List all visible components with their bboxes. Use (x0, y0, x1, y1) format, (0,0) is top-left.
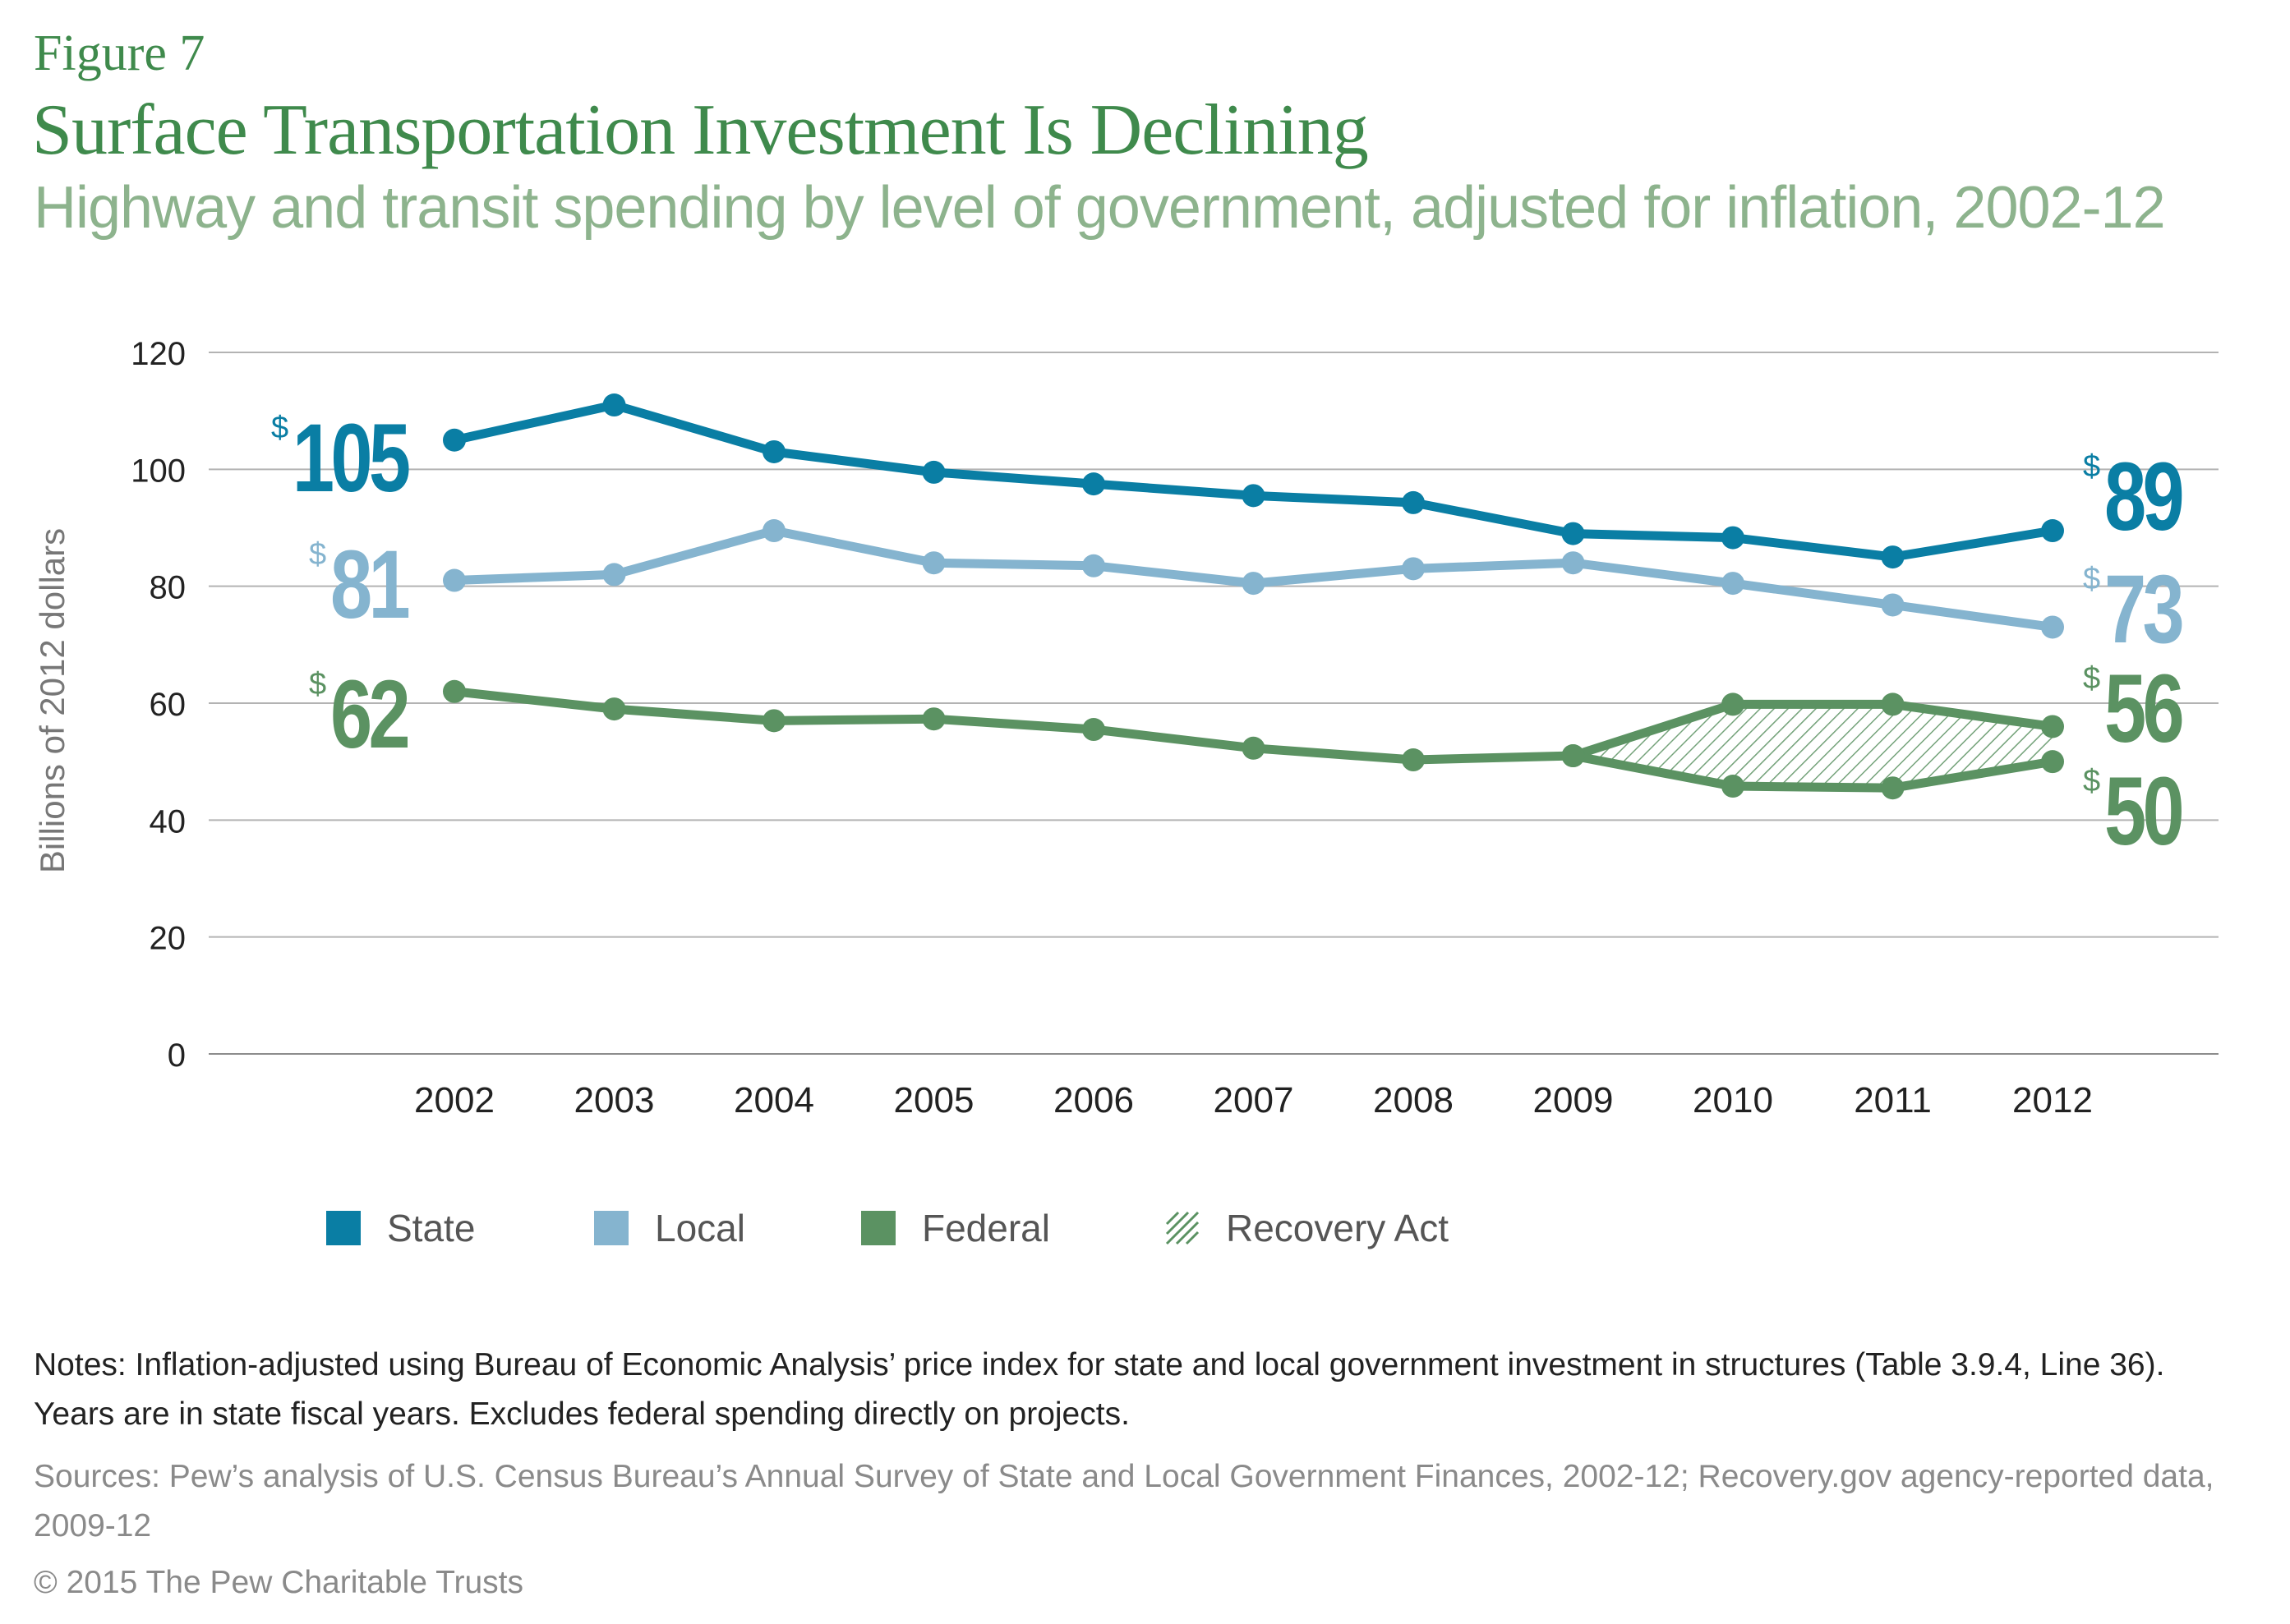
x-tick-label: 2010 (1693, 1080, 1773, 1120)
start-label-local-value: 81 (330, 531, 408, 639)
end-label-federal_total-currency: $ (2083, 661, 2100, 696)
y-tick-label: 120 (131, 336, 186, 372)
data-point-federal_total (1082, 718, 1105, 742)
start-label-federal_total-currency: $ (309, 667, 326, 702)
data-point-state (763, 439, 786, 463)
start-label-state-value: 105 (293, 404, 409, 513)
data-point-local (443, 568, 466, 592)
start-label-state-currency: $ (271, 411, 288, 445)
series-line-federal_excl (1569, 751, 2057, 793)
legend-label-local: Local (655, 1207, 745, 1249)
data-point-state (1082, 472, 1105, 496)
chart-subtitle: Highway and transit spending by level of… (34, 175, 2166, 241)
data-point-state (1881, 545, 1905, 569)
legend-swatch-recovery-act (1165, 1211, 1200, 1245)
y-tick-label: 0 (168, 1037, 186, 1074)
data-point-state (443, 428, 466, 452)
data-point-local (1082, 554, 1105, 577)
data-point-federal_excl (2041, 750, 2064, 774)
legend-swatch-local (594, 1211, 629, 1245)
x-tick-label: 2008 (1373, 1080, 1454, 1120)
legend-label-recovery-act: Recovery Act (1226, 1207, 1449, 1249)
data-point-state (2041, 519, 2064, 543)
chart-notes: Notes: Inflation-adjusted using Bureau o… (34, 1347, 2165, 1432)
data-point-local (1561, 551, 1585, 575)
data-point-local (1242, 572, 1265, 596)
end-label-local-currency: $ (2083, 562, 2100, 596)
data-point-local (1881, 593, 1905, 617)
data-point-state (1242, 484, 1265, 508)
data-point-state (1721, 526, 1744, 550)
data-point-federal_total (443, 679, 466, 703)
y-tick-label: 40 (150, 803, 187, 840)
end-label-federal_excl-currency: $ (2083, 764, 2100, 798)
x-tick-label: 2012 (2012, 1080, 2093, 1120)
data-point-state (922, 460, 946, 484)
data-point-local (1402, 557, 1425, 581)
legend-item-federal: Federal (861, 1206, 1050, 1250)
end-label-state-currency: $ (2083, 449, 2100, 484)
end-label-federal_excl: 50$ (2083, 757, 2186, 866)
end-label-federal_total: 56$ (2083, 655, 2186, 763)
figure-label: Figure 7 (34, 25, 205, 81)
chart-title: Surface Transportation Investment Is Dec… (32, 90, 1369, 170)
data-point-local (2041, 615, 2064, 639)
data-point-local (763, 519, 786, 543)
data-point-federal_total (1402, 748, 1425, 772)
y-tick-label: 60 (150, 687, 187, 723)
end-label-federal_total-value: 56 (2104, 655, 2182, 763)
data-point-federal_total (763, 709, 786, 733)
y-tick-label: 100 (131, 453, 186, 489)
start-label-federal_total-value: 62 (330, 660, 408, 769)
data-point-federal_total (1721, 692, 1744, 716)
data-point-federal_excl (1561, 744, 1585, 768)
data-point-local (922, 551, 946, 575)
legend-swatch-state (326, 1211, 361, 1245)
end-label-state-value: 89 (2104, 443, 2182, 551)
end-label-local: 73$ (2083, 555, 2186, 664)
end-label-federal_excl-value: 50 (2104, 757, 2182, 866)
x-tick-label: 2004 (734, 1080, 814, 1120)
data-point-federal_excl (1881, 776, 1905, 800)
x-tick-label: 2007 (1214, 1080, 1294, 1120)
recovery-act-area (1573, 704, 2053, 789)
data-point-state (1561, 522, 1585, 545)
y-axis-label: Billions of 2012 dollars (33, 528, 71, 873)
legend-item-local: Local (594, 1206, 745, 1250)
data-point-federal_total (602, 697, 626, 721)
end-label-local-value: 73 (2104, 555, 2182, 664)
data-point-state (1402, 490, 1425, 514)
legend-swatch-federal (861, 1211, 896, 1245)
start-label-federal_total: 62$ (309, 660, 412, 769)
x-tick-label: 2011 (1854, 1080, 1932, 1120)
legend-label-federal: Federal (922, 1207, 1050, 1249)
data-point-local (602, 563, 626, 587)
x-tick-label: 2005 (894, 1080, 975, 1120)
x-tick-label: 2006 (1053, 1080, 1134, 1120)
chart-legend: State Local Federal Recovery Act (0, 1206, 2290, 1255)
data-point-federal_total (922, 707, 946, 731)
chart-sources: Sources: Pew’s analysis of U.S. Census B… (34, 1459, 2214, 1543)
legend-item-state: State (326, 1206, 475, 1250)
start-label-state: 105$ (271, 404, 412, 513)
end-label-state: 89$ (2083, 443, 2186, 551)
x-tick-label: 2003 (574, 1080, 655, 1120)
line-chart: 0 20 40 60 80 100 120 Billions of 2012 dollars 2… (33, 336, 2219, 1120)
data-point-local (1721, 572, 1744, 596)
y-tick-label: 80 (150, 570, 187, 606)
x-tick-label: 2009 (1533, 1080, 1614, 1120)
start-label-local-currency: $ (309, 537, 326, 572)
legend-label-state: State (387, 1207, 476, 1249)
data-point-federal_total (1242, 736, 1265, 760)
copyright: © 2015 The Pew Charitable Trusts (34, 1565, 523, 1600)
data-point-federal_total (1881, 692, 1905, 716)
y-tick-label: 20 (150, 921, 187, 957)
start-label-local: 81$ (309, 531, 412, 639)
data-point-state (602, 393, 626, 417)
data-point-federal_total (2041, 715, 2064, 738)
legend-item-recovery-act: Recovery Act (1165, 1206, 1449, 1250)
x-tick-label: 2002 (414, 1080, 495, 1120)
data-point-federal_excl (1721, 775, 1744, 798)
series-line-state (449, 400, 2057, 562)
